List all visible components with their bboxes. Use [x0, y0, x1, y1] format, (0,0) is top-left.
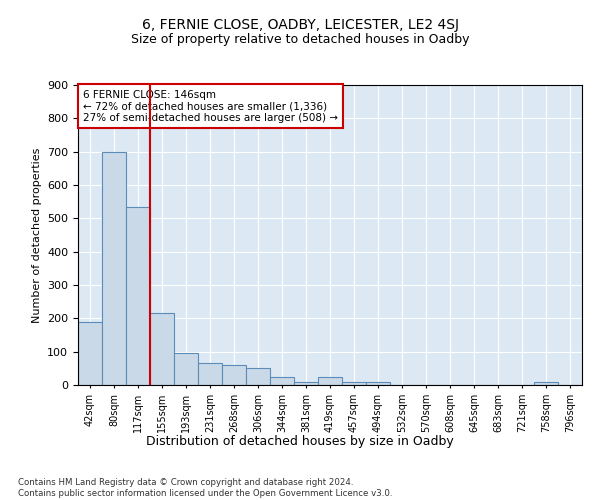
Bar [342, 382, 366, 385]
Bar [222, 365, 246, 385]
Bar [126, 206, 150, 385]
Bar [78, 322, 102, 385]
Text: Distribution of detached houses by size in Oadby: Distribution of detached houses by size … [146, 435, 454, 448]
Bar [174, 354, 198, 385]
Text: Contains HM Land Registry data © Crown copyright and database right 2024.
Contai: Contains HM Land Registry data © Crown c… [18, 478, 392, 498]
Bar [318, 376, 342, 385]
Y-axis label: Number of detached properties: Number of detached properties [32, 148, 41, 322]
Bar [534, 382, 558, 385]
Bar [102, 152, 126, 385]
Text: 6 FERNIE CLOSE: 146sqm
← 72% of detached houses are smaller (1,336)
27% of semi-: 6 FERNIE CLOSE: 146sqm ← 72% of detached… [83, 90, 338, 122]
Bar [270, 376, 294, 385]
Bar [198, 364, 222, 385]
Bar [366, 382, 390, 385]
Bar [294, 382, 318, 385]
Text: 6, FERNIE CLOSE, OADBY, LEICESTER, LE2 4SJ: 6, FERNIE CLOSE, OADBY, LEICESTER, LE2 4… [142, 18, 458, 32]
Bar [150, 314, 174, 385]
Bar [246, 368, 270, 385]
Text: Size of property relative to detached houses in Oadby: Size of property relative to detached ho… [131, 32, 469, 46]
